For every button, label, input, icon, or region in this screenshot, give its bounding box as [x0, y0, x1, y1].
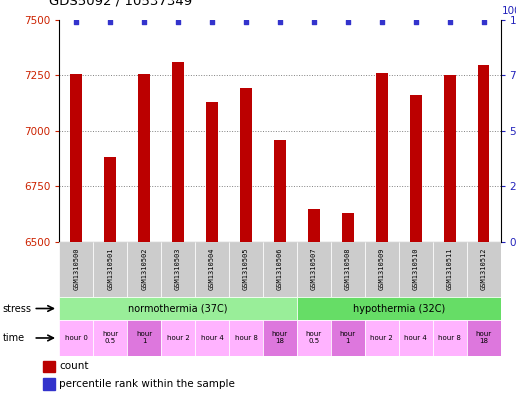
Point — [276, 19, 284, 25]
Text: stress: stress — [3, 303, 31, 314]
Bar — [59, 297, 297, 320]
Text: hypothermia (32C): hypothermia (32C) — [352, 303, 445, 314]
Bar — [331, 320, 365, 356]
Bar — [59, 242, 93, 297]
Text: 100%: 100% — [502, 6, 516, 16]
Bar — [263, 320, 297, 356]
Text: hour 2: hour 2 — [370, 335, 393, 341]
Text: GSM1310502: GSM1310502 — [141, 248, 147, 290]
Bar — [444, 75, 456, 242]
Text: hour 8: hour 8 — [235, 335, 257, 341]
Bar — [263, 242, 297, 297]
Bar — [399, 320, 432, 356]
Bar — [342, 213, 354, 242]
Bar — [138, 74, 150, 242]
Point — [378, 19, 386, 25]
Bar — [104, 157, 116, 242]
Bar — [161, 242, 195, 297]
Text: GSM1310512: GSM1310512 — [480, 248, 487, 290]
Point — [208, 19, 216, 25]
Text: hour
0.5: hour 0.5 — [306, 331, 322, 345]
Text: GSM1310511: GSM1310511 — [447, 248, 453, 290]
Text: GDS5092 / 10537349: GDS5092 / 10537349 — [49, 0, 192, 8]
Bar — [297, 320, 331, 356]
Text: GSM1310501: GSM1310501 — [107, 248, 113, 290]
Text: hour 0: hour 0 — [65, 335, 88, 341]
Bar — [43, 378, 55, 390]
Bar — [432, 242, 466, 297]
Bar — [206, 102, 218, 242]
Bar — [43, 360, 55, 373]
Bar — [399, 242, 432, 297]
Bar — [365, 242, 399, 297]
Text: GSM1310503: GSM1310503 — [175, 248, 181, 290]
Text: normothermia (37C): normothermia (37C) — [128, 303, 228, 314]
Point — [242, 19, 250, 25]
Bar — [466, 242, 501, 297]
Bar — [297, 297, 501, 320]
Bar — [229, 320, 263, 356]
Point — [174, 19, 182, 25]
Bar — [59, 320, 93, 356]
Point — [72, 19, 80, 25]
Text: GSM1310500: GSM1310500 — [73, 248, 79, 290]
Text: hour
18: hour 18 — [475, 331, 492, 345]
Bar — [161, 320, 195, 356]
Text: percentile rank within the sample: percentile rank within the sample — [59, 379, 235, 389]
Text: hour 8: hour 8 — [438, 335, 461, 341]
Point — [445, 19, 454, 25]
Bar — [478, 65, 490, 242]
Bar — [297, 242, 331, 297]
Text: count: count — [59, 362, 89, 371]
Text: hour
18: hour 18 — [272, 331, 288, 345]
Bar — [229, 242, 263, 297]
Bar — [331, 242, 365, 297]
Bar — [376, 73, 388, 242]
Text: hour 4: hour 4 — [201, 335, 223, 341]
Bar — [93, 320, 127, 356]
Text: time: time — [3, 333, 25, 343]
Text: hour 2: hour 2 — [167, 335, 189, 341]
Bar — [432, 320, 466, 356]
Bar — [466, 320, 501, 356]
Point — [106, 19, 115, 25]
Text: GSM1310506: GSM1310506 — [277, 248, 283, 290]
Text: GSM1310505: GSM1310505 — [243, 248, 249, 290]
Point — [310, 19, 318, 25]
Point — [479, 19, 488, 25]
Bar — [172, 62, 184, 242]
Bar — [365, 320, 399, 356]
Bar — [240, 88, 252, 242]
Point — [412, 19, 420, 25]
Bar — [127, 320, 161, 356]
Bar — [93, 242, 127, 297]
Text: hour
1: hour 1 — [340, 331, 356, 345]
Text: GSM1310507: GSM1310507 — [311, 248, 317, 290]
Bar — [195, 320, 229, 356]
Text: hour
1: hour 1 — [136, 331, 152, 345]
Text: GSM1310510: GSM1310510 — [413, 248, 418, 290]
Point — [140, 19, 148, 25]
Text: hour 4: hour 4 — [405, 335, 427, 341]
Text: hour
0.5: hour 0.5 — [102, 331, 118, 345]
Point — [344, 19, 352, 25]
Bar — [274, 140, 286, 242]
Bar — [195, 242, 229, 297]
Text: GSM1310509: GSM1310509 — [379, 248, 385, 290]
Bar — [127, 242, 161, 297]
Text: GSM1310504: GSM1310504 — [209, 248, 215, 290]
Text: GSM1310508: GSM1310508 — [345, 248, 351, 290]
Bar — [70, 74, 82, 242]
Bar — [308, 209, 320, 242]
Bar — [410, 95, 422, 242]
